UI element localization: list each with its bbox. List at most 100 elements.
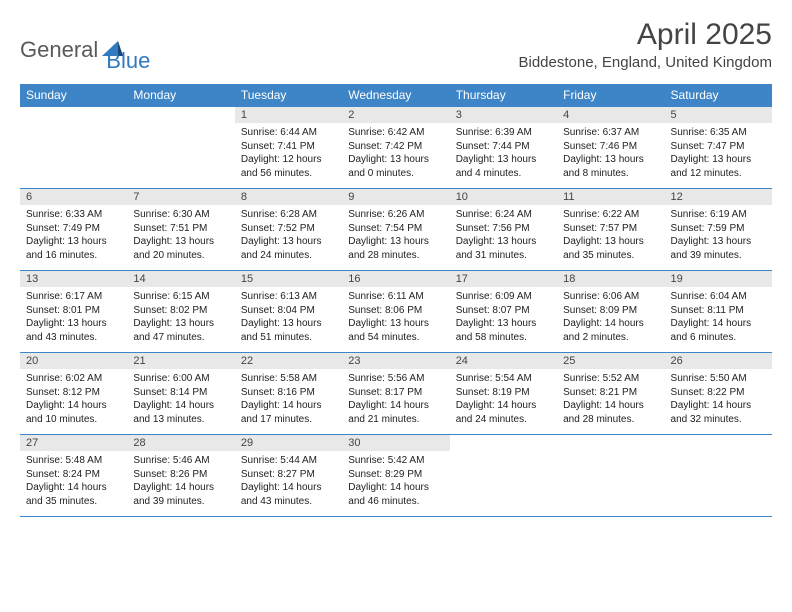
weekday-header-row: SundayMondayTuesdayWednesdayThursdayFrid…	[20, 84, 772, 107]
calendar-cell: 3Sunrise: 6:39 AMSunset: 7:44 PMDaylight…	[450, 107, 557, 189]
day-content: Sunrise: 5:56 AMSunset: 8:17 PMDaylight:…	[342, 369, 449, 430]
calendar-cell: 9Sunrise: 6:26 AMSunset: 7:54 PMDaylight…	[342, 189, 449, 271]
day-number: 19	[665, 271, 772, 287]
day-content: Sunrise: 5:46 AMSunset: 8:26 PMDaylight:…	[127, 451, 234, 512]
day-content: Sunrise: 6:24 AMSunset: 7:56 PMDaylight:…	[450, 205, 557, 266]
calendar-cell: 30Sunrise: 5:42 AMSunset: 8:29 PMDayligh…	[342, 435, 449, 517]
day-content: Sunrise: 5:48 AMSunset: 8:24 PMDaylight:…	[20, 451, 127, 512]
weekday-header: Friday	[557, 84, 664, 107]
calendar-row: 27Sunrise: 5:48 AMSunset: 8:24 PMDayligh…	[20, 435, 772, 517]
calendar-cell: 23Sunrise: 5:56 AMSunset: 8:17 PMDayligh…	[342, 353, 449, 435]
day-number: 20	[20, 353, 127, 369]
logo-text-blue: Blue	[106, 48, 150, 74]
calendar-cell: 28Sunrise: 5:46 AMSunset: 8:26 PMDayligh…	[127, 435, 234, 517]
weekday-header: Monday	[127, 84, 234, 107]
weekday-header: Thursday	[450, 84, 557, 107]
day-content: Sunrise: 6:17 AMSunset: 8:01 PMDaylight:…	[20, 287, 127, 348]
calendar-cell: 6Sunrise: 6:33 AMSunset: 7:49 PMDaylight…	[20, 189, 127, 271]
day-number: 30	[342, 435, 449, 451]
day-content: Sunrise: 6:39 AMSunset: 7:44 PMDaylight:…	[450, 123, 557, 184]
calendar-cell: 17Sunrise: 6:09 AMSunset: 8:07 PMDayligh…	[450, 271, 557, 353]
day-content: Sunrise: 5:44 AMSunset: 8:27 PMDaylight:…	[235, 451, 342, 512]
calendar-cell	[450, 435, 557, 517]
calendar-cell: 24Sunrise: 5:54 AMSunset: 8:19 PMDayligh…	[450, 353, 557, 435]
day-number: 4	[557, 107, 664, 123]
day-content: Sunrise: 5:50 AMSunset: 8:22 PMDaylight:…	[665, 369, 772, 430]
day-content: Sunrise: 6:06 AMSunset: 8:09 PMDaylight:…	[557, 287, 664, 348]
calendar-row: 13Sunrise: 6:17 AMSunset: 8:01 PMDayligh…	[20, 271, 772, 353]
day-number: 18	[557, 271, 664, 287]
calendar-cell: 13Sunrise: 6:17 AMSunset: 8:01 PMDayligh…	[20, 271, 127, 353]
weekday-header: Saturday	[665, 84, 772, 107]
day-number: 9	[342, 189, 449, 205]
calendar-cell: 4Sunrise: 6:37 AMSunset: 7:46 PMDaylight…	[557, 107, 664, 189]
title-block: April 2025 Biddestone, England, United K…	[518, 18, 772, 71]
day-number: 3	[450, 107, 557, 123]
calendar-cell: 10Sunrise: 6:24 AMSunset: 7:56 PMDayligh…	[450, 189, 557, 271]
calendar-cell: 15Sunrise: 6:13 AMSunset: 8:04 PMDayligh…	[235, 271, 342, 353]
day-number: 11	[557, 189, 664, 205]
day-number: 14	[127, 271, 234, 287]
day-content: Sunrise: 6:33 AMSunset: 7:49 PMDaylight:…	[20, 205, 127, 266]
calendar-cell	[665, 435, 772, 517]
day-number: 12	[665, 189, 772, 205]
day-content: Sunrise: 6:42 AMSunset: 7:42 PMDaylight:…	[342, 123, 449, 184]
day-number: 22	[235, 353, 342, 369]
calendar-cell: 25Sunrise: 5:52 AMSunset: 8:21 PMDayligh…	[557, 353, 664, 435]
day-content: Sunrise: 6:09 AMSunset: 8:07 PMDaylight:…	[450, 287, 557, 348]
calendar-cell: 8Sunrise: 6:28 AMSunset: 7:52 PMDaylight…	[235, 189, 342, 271]
day-content: Sunrise: 5:58 AMSunset: 8:16 PMDaylight:…	[235, 369, 342, 430]
calendar-cell: 11Sunrise: 6:22 AMSunset: 7:57 PMDayligh…	[557, 189, 664, 271]
day-content: Sunrise: 6:37 AMSunset: 7:46 PMDaylight:…	[557, 123, 664, 184]
calendar-cell: 22Sunrise: 5:58 AMSunset: 8:16 PMDayligh…	[235, 353, 342, 435]
day-number: 26	[665, 353, 772, 369]
calendar-cell: 21Sunrise: 6:00 AMSunset: 8:14 PMDayligh…	[127, 353, 234, 435]
weekday-header: Wednesday	[342, 84, 449, 107]
day-content: Sunrise: 6:30 AMSunset: 7:51 PMDaylight:…	[127, 205, 234, 266]
calendar-row: 1Sunrise: 6:44 AMSunset: 7:41 PMDaylight…	[20, 107, 772, 189]
calendar-cell: 5Sunrise: 6:35 AMSunset: 7:47 PMDaylight…	[665, 107, 772, 189]
day-content: Sunrise: 6:15 AMSunset: 8:02 PMDaylight:…	[127, 287, 234, 348]
calendar-cell	[557, 435, 664, 517]
day-content: Sunrise: 6:11 AMSunset: 8:06 PMDaylight:…	[342, 287, 449, 348]
location: Biddestone, England, United Kingdom	[518, 54, 772, 71]
day-content: Sunrise: 5:54 AMSunset: 8:19 PMDaylight:…	[450, 369, 557, 430]
day-number: 23	[342, 353, 449, 369]
day-content: Sunrise: 6:22 AMSunset: 7:57 PMDaylight:…	[557, 205, 664, 266]
day-number: 29	[235, 435, 342, 451]
month-title: April 2025	[518, 18, 772, 52]
calendar-body: 1Sunrise: 6:44 AMSunset: 7:41 PMDaylight…	[20, 107, 772, 517]
calendar-cell: 16Sunrise: 6:11 AMSunset: 8:06 PMDayligh…	[342, 271, 449, 353]
calendar-cell: 27Sunrise: 5:48 AMSunset: 8:24 PMDayligh…	[20, 435, 127, 517]
day-number: 15	[235, 271, 342, 287]
calendar-cell: 12Sunrise: 6:19 AMSunset: 7:59 PMDayligh…	[665, 189, 772, 271]
calendar-cell: 26Sunrise: 5:50 AMSunset: 8:22 PMDayligh…	[665, 353, 772, 435]
calendar-cell: 29Sunrise: 5:44 AMSunset: 8:27 PMDayligh…	[235, 435, 342, 517]
calendar-cell: 1Sunrise: 6:44 AMSunset: 7:41 PMDaylight…	[235, 107, 342, 189]
day-content: Sunrise: 6:19 AMSunset: 7:59 PMDaylight:…	[665, 205, 772, 266]
calendar-cell: 20Sunrise: 6:02 AMSunset: 8:12 PMDayligh…	[20, 353, 127, 435]
logo-text-general: General	[20, 37, 98, 63]
day-number: 5	[665, 107, 772, 123]
calendar-table: SundayMondayTuesdayWednesdayThursdayFrid…	[20, 84, 772, 517]
calendar-cell	[127, 107, 234, 189]
day-number: 8	[235, 189, 342, 205]
calendar-cell: 14Sunrise: 6:15 AMSunset: 8:02 PMDayligh…	[127, 271, 234, 353]
day-number: 1	[235, 107, 342, 123]
day-content: Sunrise: 5:52 AMSunset: 8:21 PMDaylight:…	[557, 369, 664, 430]
calendar-row: 20Sunrise: 6:02 AMSunset: 8:12 PMDayligh…	[20, 353, 772, 435]
day-content: Sunrise: 6:28 AMSunset: 7:52 PMDaylight:…	[235, 205, 342, 266]
logo: General Blue	[20, 26, 150, 74]
day-number: 28	[127, 435, 234, 451]
weekday-header: Tuesday	[235, 84, 342, 107]
calendar-cell: 2Sunrise: 6:42 AMSunset: 7:42 PMDaylight…	[342, 107, 449, 189]
day-content: Sunrise: 6:13 AMSunset: 8:04 PMDaylight:…	[235, 287, 342, 348]
day-number: 25	[557, 353, 664, 369]
calendar-cell: 19Sunrise: 6:04 AMSunset: 8:11 PMDayligh…	[665, 271, 772, 353]
day-number: 6	[20, 189, 127, 205]
day-number: 10	[450, 189, 557, 205]
day-number: 7	[127, 189, 234, 205]
calendar-cell: 18Sunrise: 6:06 AMSunset: 8:09 PMDayligh…	[557, 271, 664, 353]
day-number: 21	[127, 353, 234, 369]
day-content: Sunrise: 6:35 AMSunset: 7:47 PMDaylight:…	[665, 123, 772, 184]
